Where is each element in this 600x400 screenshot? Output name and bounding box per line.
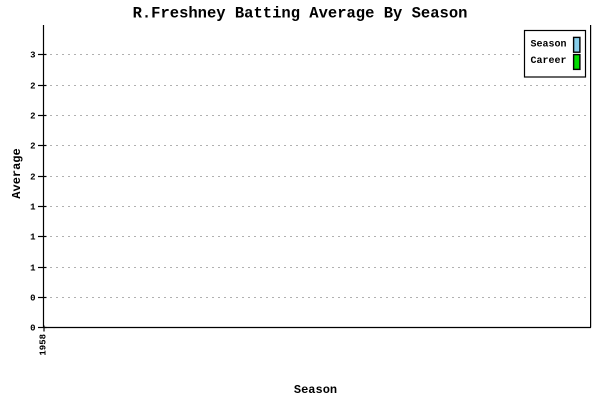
- svg-text:Season: Season: [294, 383, 337, 397]
- svg-text:Career: Career: [531, 56, 567, 67]
- svg-text:Season: Season: [531, 40, 567, 51]
- svg-text:1: 1: [30, 233, 36, 243]
- svg-text:2: 2: [30, 142, 35, 152]
- svg-text:3: 3: [30, 51, 35, 61]
- svg-text:0: 0: [30, 324, 35, 334]
- svg-text:1: 1: [30, 203, 36, 213]
- svg-text:1: 1: [30, 264, 36, 274]
- svg-text:2: 2: [30, 173, 35, 183]
- svg-text:R.Freshney Batting Average By: R.Freshney Batting Average By Season: [133, 5, 468, 23]
- svg-text:2: 2: [30, 82, 35, 92]
- svg-text:1958: 1958: [39, 334, 49, 356]
- svg-text:0: 0: [30, 294, 35, 304]
- svg-text:Average: Average: [10, 148, 24, 198]
- svg-text:2: 2: [30, 112, 35, 122]
